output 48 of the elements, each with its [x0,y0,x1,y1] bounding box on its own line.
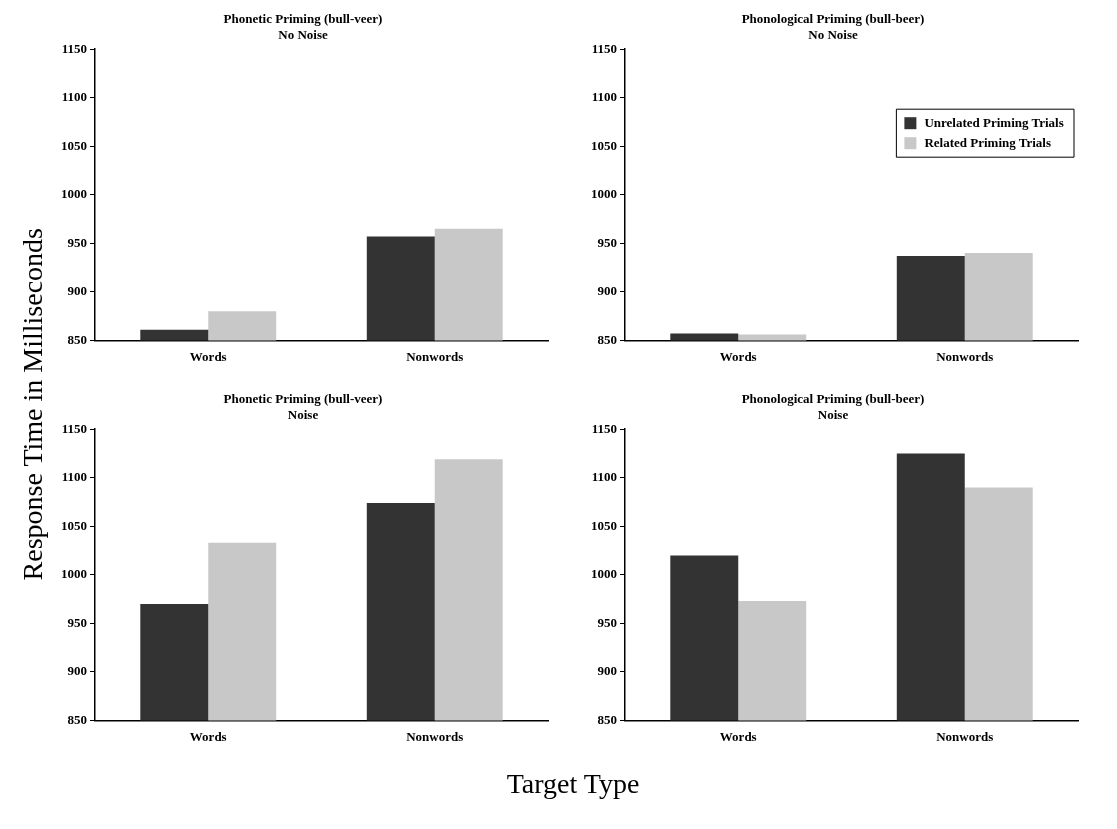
y-tick-label: 1100 [61,89,87,105]
y-tick-label: 850 [597,711,617,727]
y-tick-label: 850 [67,711,87,727]
y-tick-label: 1150 [61,420,87,436]
x-tick-label: Words [719,348,757,364]
legend-label: Related Priming Trials [924,134,1052,150]
y-tick-label: 900 [67,283,87,299]
chart-subtitle: No Noise [808,26,858,42]
y-tick-label: 1050 [591,137,617,153]
y-tick-label: 1100 [591,469,617,485]
y-tick-label: 1150 [61,40,87,56]
chart-title: Phonetic Priming (bull-veer) [223,391,383,407]
x-tick-label: Nonwords [936,348,994,364]
x-tick-label: Nonwords [936,728,994,744]
y-tick-label: 1050 [61,137,87,153]
y-tick-label: 950 [67,614,87,630]
chart-subtitle: No Noise [278,26,328,42]
x-tick-label: Words [719,728,757,744]
x-tick-label: Nonwords [406,728,464,744]
y-tick-label: 1150 [591,420,617,436]
y-tick-label: 850 [67,331,87,347]
y-tick-label: 1000 [61,566,87,582]
chart-title: Phonological Priming (bull-beer) [741,391,925,407]
y-tick-label: 1000 [61,186,87,202]
legend-label: Unrelated Priming Trials [924,114,1064,130]
y-tick-label: 1150 [591,40,617,56]
y-tick-label: 1050 [591,517,617,533]
chart-subtitle: Noise [817,406,849,422]
y-tick-label: 850 [597,331,617,347]
x-tick-label: Words [189,348,227,364]
x-axis-title: Target Type [505,768,641,800]
y-tick-label: 900 [67,663,87,679]
y-tick-label: 1000 [591,186,617,202]
y-tick-label: 1100 [61,469,87,485]
y-tick-label: 900 [597,663,617,679]
chart-title: Phonological Priming (bull-beer) [741,11,925,27]
y-tick-label: 950 [597,614,617,630]
x-tick-label: Nonwords [406,348,464,364]
y-tick-label: 950 [597,234,617,250]
y-tick-label: 900 [597,283,617,299]
y-tick-label: 950 [67,234,87,250]
x-tick-label: Words [189,728,227,744]
y-tick-label: 1050 [61,517,87,533]
y-tick-label: 1100 [591,89,617,105]
y-axis-title: Response Time in Milliseconds [17,227,49,581]
y-tick-label: 1000 [591,566,617,582]
chart-title: Phonetic Priming (bull-veer) [223,11,383,27]
chart-subtitle: Noise [287,406,319,422]
